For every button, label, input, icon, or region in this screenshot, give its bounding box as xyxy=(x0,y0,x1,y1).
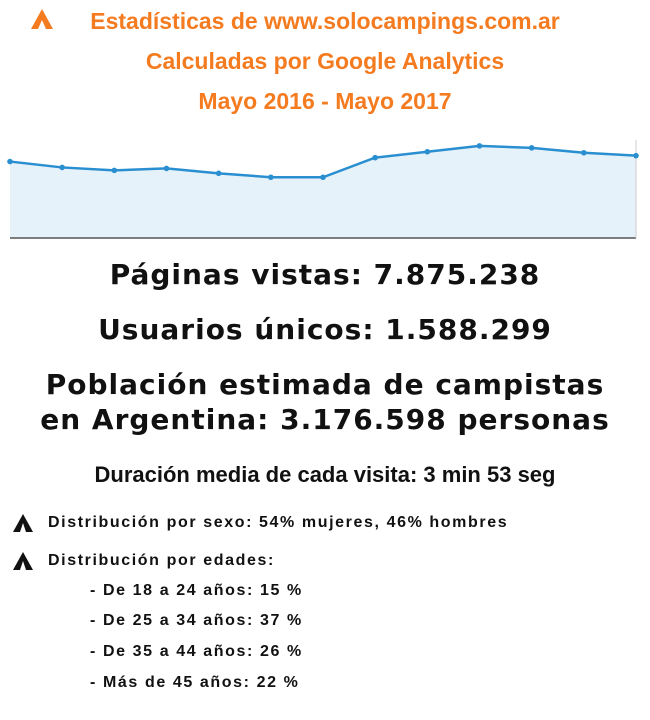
point xyxy=(372,154,378,161)
population-line: en Argentina: 3.176.598 personas xyxy=(40,403,610,436)
users: Usuarios únicos: 1.588.299 xyxy=(98,313,552,346)
title-line: Estadísticas de www.solocampings.com.ar xyxy=(90,8,560,34)
tent-icon xyxy=(13,514,33,532)
sex-distribution: Distribución por sexo: 54% mujeres, 46% … xyxy=(48,514,509,531)
point xyxy=(268,174,274,181)
duration: Duración media de cada visita: 3 min 53 … xyxy=(94,462,556,487)
point xyxy=(111,167,118,174)
age-item: - Más de 45 años: 22 % xyxy=(90,674,300,691)
tent-icon xyxy=(31,9,53,29)
point xyxy=(163,165,170,172)
point xyxy=(215,170,222,177)
title-line: Mayo 2016 - Mayo 2017 xyxy=(198,88,452,114)
age-item: - De 35 a 44 años: 26 % xyxy=(90,643,303,660)
title-line: Calculadas por Google Analytics xyxy=(145,48,505,74)
population-line: Población estimada de campistas xyxy=(45,368,605,401)
point xyxy=(320,174,326,181)
area-fill xyxy=(10,145,636,238)
age-heading: Distribución por edades: xyxy=(48,552,275,569)
pageviews: Páginas vistas: 7.875.238 xyxy=(109,258,541,291)
point xyxy=(633,152,639,159)
point xyxy=(7,158,13,165)
point xyxy=(476,143,483,149)
point xyxy=(424,148,431,155)
point xyxy=(581,149,587,156)
tent-icon xyxy=(13,552,33,570)
sparkline-chart xyxy=(7,140,639,239)
age-item: - De 18 a 24 años: 15 % xyxy=(90,582,303,599)
point xyxy=(59,164,65,171)
age-item: - De 25 a 34 años: 37 % xyxy=(90,612,303,629)
point xyxy=(528,145,535,151)
